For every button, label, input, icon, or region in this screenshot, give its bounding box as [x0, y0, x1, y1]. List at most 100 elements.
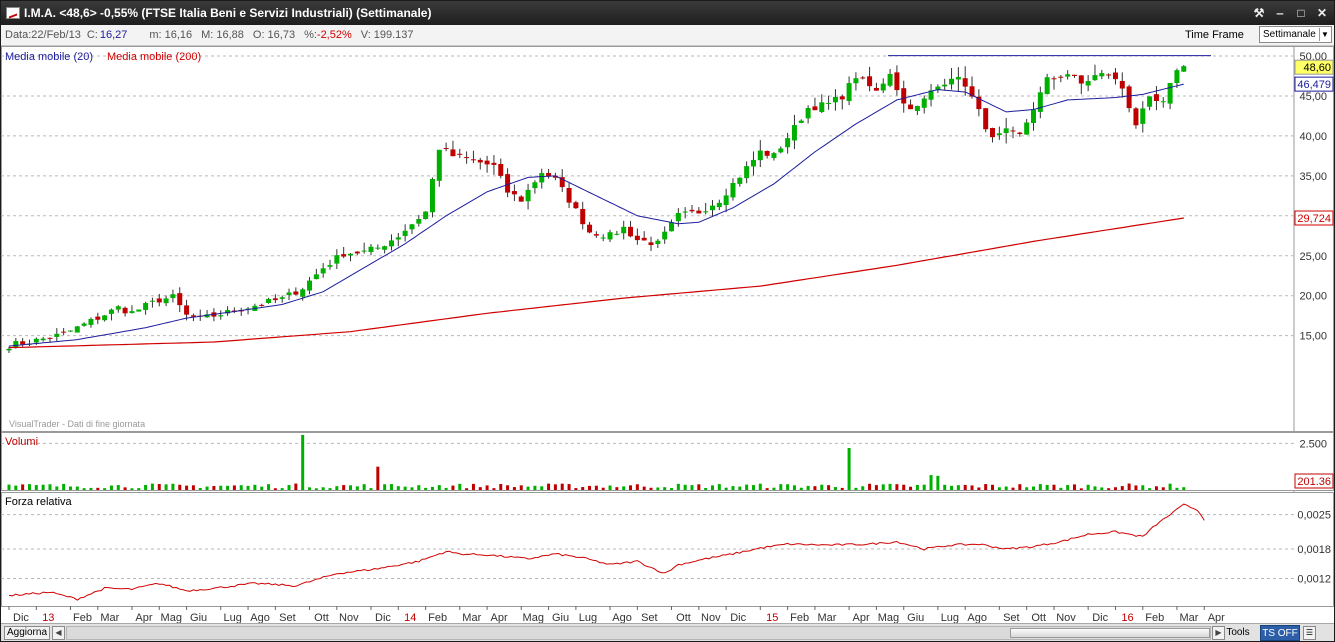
volume-bar — [478, 487, 482, 490]
volume-bar — [335, 486, 339, 490]
x-tick-label: Dic — [13, 612, 29, 623]
relative-strength-panel: 0,0025 0,0018 0,0012 Forza relativa — [1, 492, 1334, 607]
horizontal-scrollbar[interactable] — [66, 626, 1211, 640]
candle-body — [266, 298, 272, 304]
volume-bar — [560, 483, 564, 490]
volume-panel: 2.500 Volumi 201.36 — [1, 432, 1334, 491]
scrollbar-thumb[interactable] — [1010, 628, 1210, 638]
candle-body — [942, 84, 948, 87]
volume-bar — [840, 487, 844, 490]
volume-bar — [820, 484, 824, 490]
volume-bar — [1086, 484, 1090, 490]
volume-bar — [164, 484, 168, 490]
volume-bar — [116, 485, 120, 490]
volume-bar — [779, 484, 783, 490]
candle-body — [1003, 128, 1009, 134]
x-tick-label: 16 — [1121, 612, 1133, 623]
volume-bar — [854, 487, 858, 490]
rs-tick-label: 0,0018 — [1297, 544, 1331, 556]
volume-bar — [1011, 487, 1015, 490]
volume-bar — [649, 487, 653, 490]
volume-title: Volumi — [5, 436, 38, 448]
candle-body — [839, 96, 845, 100]
tools-icon[interactable]: ⚒ — [1253, 6, 1265, 20]
volume-bar — [792, 485, 796, 490]
candle-body — [505, 174, 511, 193]
x-tick-label: Feb — [428, 612, 447, 623]
chart-app-icon — [6, 7, 20, 19]
menu-icon[interactable]: ☰ — [1303, 626, 1316, 640]
candle-body — [443, 148, 449, 150]
candle-body — [532, 182, 538, 189]
price-tick-label: 25,00 — [1299, 251, 1327, 263]
volume-bar — [950, 485, 954, 490]
rs-tick-label: 0,0025 — [1297, 510, 1331, 522]
volume-bar — [943, 484, 947, 490]
volume-bar — [130, 488, 134, 490]
candle-body — [580, 208, 586, 225]
candle-body — [1031, 109, 1036, 123]
candle-body — [730, 182, 736, 198]
candle-body — [348, 253, 353, 256]
panel-frame — [1, 46, 1334, 432]
candle-body — [6, 348, 12, 351]
volume-bar — [267, 484, 271, 490]
volume-bar — [1018, 484, 1022, 490]
candle-body — [764, 150, 770, 156]
candle-body — [983, 108, 989, 130]
volume-bar — [622, 486, 626, 490]
refresh-button[interactable]: Aggiorna — [4, 626, 50, 640]
volume-bar — [499, 483, 503, 490]
volume-bar — [656, 487, 660, 490]
volume-bar — [827, 485, 831, 490]
candle-body — [327, 265, 333, 267]
volume-bar — [929, 475, 933, 490]
candle-body — [293, 291, 299, 295]
volume-bar — [888, 483, 892, 490]
volume-bar — [314, 488, 318, 490]
candle-body — [969, 86, 975, 97]
chart-area[interactable]: 50,0045,0040,0035,0030,0025,0020,0015,00… — [1, 46, 1334, 623]
volume-bar — [301, 434, 305, 490]
volume-bar — [615, 487, 619, 490]
maximize-icon[interactable]: □ — [1297, 6, 1305, 20]
candle-body — [67, 330, 73, 332]
max-value: 16,88 — [216, 29, 244, 41]
x-tick-label: Nov — [339, 612, 359, 623]
candle-body — [382, 246, 388, 250]
price-panel: 50,0045,0040,0035,0030,0025,0020,0015,00… — [1, 46, 1334, 606]
volume-bar — [403, 486, 407, 490]
x-tick-label: Feb — [1145, 612, 1164, 623]
scroll-left-icon[interactable]: ◀ — [52, 626, 65, 640]
candle-body — [1167, 82, 1173, 104]
candle-body — [272, 298, 278, 301]
close-label: C: — [86, 29, 98, 41]
x-tick-label: Lug — [579, 612, 597, 623]
close-icon[interactable]: ✕ — [1316, 6, 1328, 20]
ma20-value-tag-box — [1294, 76, 1334, 92]
candle-body — [395, 237, 401, 240]
x-tick-label: Mar — [1179, 612, 1198, 623]
candle-body — [1058, 76, 1064, 78]
volume-bar — [424, 487, 428, 490]
ts-off-button[interactable]: TS OFF — [1260, 625, 1300, 641]
volume-bar — [430, 486, 434, 490]
tools-button[interactable]: Tools — [1226, 627, 1250, 638]
candle-body — [757, 150, 763, 161]
volume-bar — [219, 485, 223, 490]
candle-body — [1160, 101, 1166, 103]
volume-bar — [246, 485, 250, 490]
volume-bar — [540, 486, 544, 490]
chevron-down-icon[interactable]: ▼ — [1319, 28, 1330, 41]
candle-body — [88, 318, 94, 325]
x-tick-label: Set — [1003, 612, 1020, 623]
scroll-right-icon[interactable]: ▶ — [1212, 626, 1225, 640]
minimize-icon[interactable]: ‒ — [1276, 6, 1284, 20]
candle-body — [655, 240, 661, 244]
volume-bar — [280, 488, 284, 490]
timeframe-select[interactable]: Settimanale ▼ — [1259, 26, 1332, 43]
volume-bar — [642, 486, 646, 490]
candle-body — [149, 300, 155, 302]
candle-body — [867, 76, 873, 87]
candle-body — [450, 149, 456, 157]
